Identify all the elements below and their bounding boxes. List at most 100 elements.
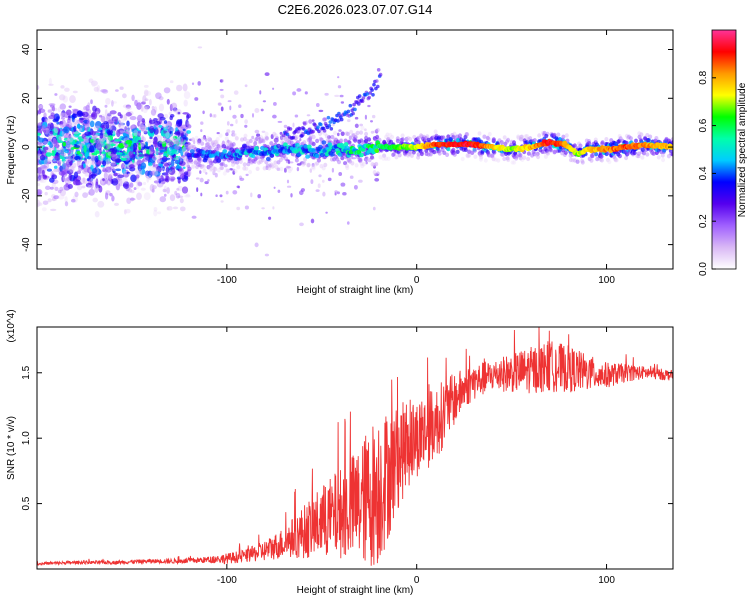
spectrogram-noise-dot (101, 143, 105, 147)
spectrogram-ridge-halo-dot (273, 160, 278, 165)
spectrogram-noise-dot (52, 118, 59, 123)
spectrogram-noise-dot (137, 181, 143, 187)
spectrogram-noise-dot (96, 138, 103, 142)
spectrogram-noise-dot (322, 191, 326, 197)
spectrogram-ridge-halo-dot (648, 134, 653, 139)
spectrogram-noise-dot (182, 147, 186, 153)
spectrogram-noise-dot (139, 124, 147, 129)
spectrogram-ridge-dot (189, 149, 195, 154)
spectrogram-noise-dot (110, 172, 114, 177)
spectrogram-noise-dot (37, 202, 43, 207)
spectrogram-ridge-halo-dot (613, 157, 618, 163)
spectrogram-noise-dot (163, 193, 167, 197)
spectrogram-noise-dot (111, 195, 115, 202)
spectrogram-ridge-halo-dot (483, 158, 488, 163)
spectrogram-noise-dot (87, 156, 92, 160)
spectrogram-noise-dot (143, 153, 150, 157)
spectrogram-noise-dot (102, 167, 107, 172)
spectrogram-ridge-halo-dot (594, 152, 599, 157)
spectrogram-noise-dot (157, 141, 162, 147)
snr-y-tick-label: 1.0 (21, 431, 32, 445)
spectrogram-noise-dot (117, 177, 122, 181)
spectrogram-ridge-halo-dot (651, 151, 656, 156)
spectrogram-noise-dot (100, 89, 108, 93)
spectrogram-noise-dot (121, 163, 125, 170)
spectrogram-branch-dot (296, 129, 300, 134)
spectrogram-noise-dot (38, 137, 45, 143)
spectrogram-noise-dot (138, 123, 145, 131)
spectrogram-y-tick-label: 0 (21, 144, 32, 150)
spectrogram-noise-dot (135, 179, 140, 184)
spectrogram-ridge-halo-dot (636, 151, 641, 156)
spectrogram-noise-dot (207, 137, 213, 142)
spectrogram-noise-dot (128, 150, 134, 158)
spectrogram-noise-dot (232, 190, 238, 195)
spectrogram-noise-dot (153, 122, 158, 129)
spectrogram-branch-dot (329, 127, 334, 131)
spectrogram-noise-dot (299, 138, 302, 142)
spectrogram-noise-dot (148, 161, 153, 167)
spectrogram-noise-dot (272, 87, 275, 91)
spectrogram-noise-dot (299, 190, 304, 196)
spectrogram-noise-dot (125, 139, 133, 145)
spectrogram-noise-dot (128, 161, 135, 165)
spectrogram-noise-dot (114, 158, 121, 164)
spectrogram-noise-dot (72, 154, 75, 160)
spectrogram-noise-dot (115, 168, 122, 172)
spectrogram-ridge-halo-dot (502, 156, 507, 162)
spectrogram-ridge-halo-dot (614, 158, 619, 163)
spectrogram-noise-dot (167, 159, 172, 165)
spectrogram-ridge-halo-dot (460, 156, 465, 162)
spectrogram-ridge-dot (359, 152, 364, 158)
spectrogram-noise-dot (219, 194, 223, 198)
colorbar-swatch (711, 29, 737, 270)
spectrogram-ridge-halo-dot (324, 134, 329, 139)
spectrogram-ridge-halo-dot (480, 149, 485, 154)
spectrogram-noise-dot (221, 79, 224, 83)
spectrogram-noise-dot (140, 101, 146, 105)
spectrogram-noise-dot (121, 136, 128, 141)
spectrogram-noise-dot (225, 190, 229, 195)
spectrogram-noise-dot (244, 124, 248, 128)
spectrogram-ridge-dot (294, 149, 299, 154)
spectrogram-ridge-halo-dot (546, 151, 550, 156)
figure-title: C2E6.2026.023.07.07.G14 (278, 2, 433, 17)
spectrogram-ridge-halo-dot (502, 135, 507, 140)
spectrogram-ridge-halo-dot (367, 137, 372, 142)
spectrogram-noise-dot (91, 135, 97, 138)
spectrogram-ridge-halo-dot (526, 156, 531, 162)
spectrogram-noise-dot (168, 167, 176, 176)
spectrogram-ridge-halo-dot (240, 137, 244, 142)
spectrogram-noise-dot (138, 144, 145, 148)
spectrogram-noise-dot (178, 167, 184, 175)
spectrogram-ridge-dot (303, 144, 309, 149)
spectrogram-noise-dot (147, 122, 151, 128)
spectrogram-noise-dot (96, 84, 101, 93)
snr-x-label: Height of straight line (km) (297, 585, 414, 596)
spectrogram-ridge-halo-dot (269, 141, 274, 146)
spectrogram-noise-dot (88, 169, 93, 173)
spectrogram-noise-dot (40, 143, 43, 152)
spectrogram-ridge-halo-dot (210, 141, 215, 146)
spectrogram-noise-dot (94, 121, 102, 129)
spectrogram-noise-dot (41, 149, 47, 155)
spectrogram-noise-dot (159, 196, 167, 203)
spectrogram-noise-dot (365, 161, 368, 165)
spectrogram-ridge-dot (242, 143, 247, 148)
spectrogram-noise-dot (150, 108, 157, 116)
spectrogram-ridge-halo-dot (645, 152, 650, 157)
spectrogram-noise-dot (90, 111, 98, 120)
spectrogram-ridge-halo-dot (589, 158, 594, 163)
spectrogram-noise-dot (126, 127, 130, 131)
spectrogram-ridge-halo-dot (194, 159, 199, 164)
spectrogram-noise-dot (153, 206, 158, 212)
spectrogram-ridge-halo-dot (340, 155, 345, 161)
spectrogram-ridge-halo-dot (232, 132, 237, 138)
spectrogram-ridge-halo-dot (660, 153, 665, 158)
spectrogram-noise-dot (169, 133, 175, 141)
spectrogram-noise-dot (85, 140, 89, 143)
spectrogram-noise-dot (233, 90, 239, 95)
spectrogram-noise-dot (219, 79, 224, 83)
spectrogram-noise-dot (38, 104, 44, 110)
spectrogram-noise-dot (88, 188, 95, 196)
